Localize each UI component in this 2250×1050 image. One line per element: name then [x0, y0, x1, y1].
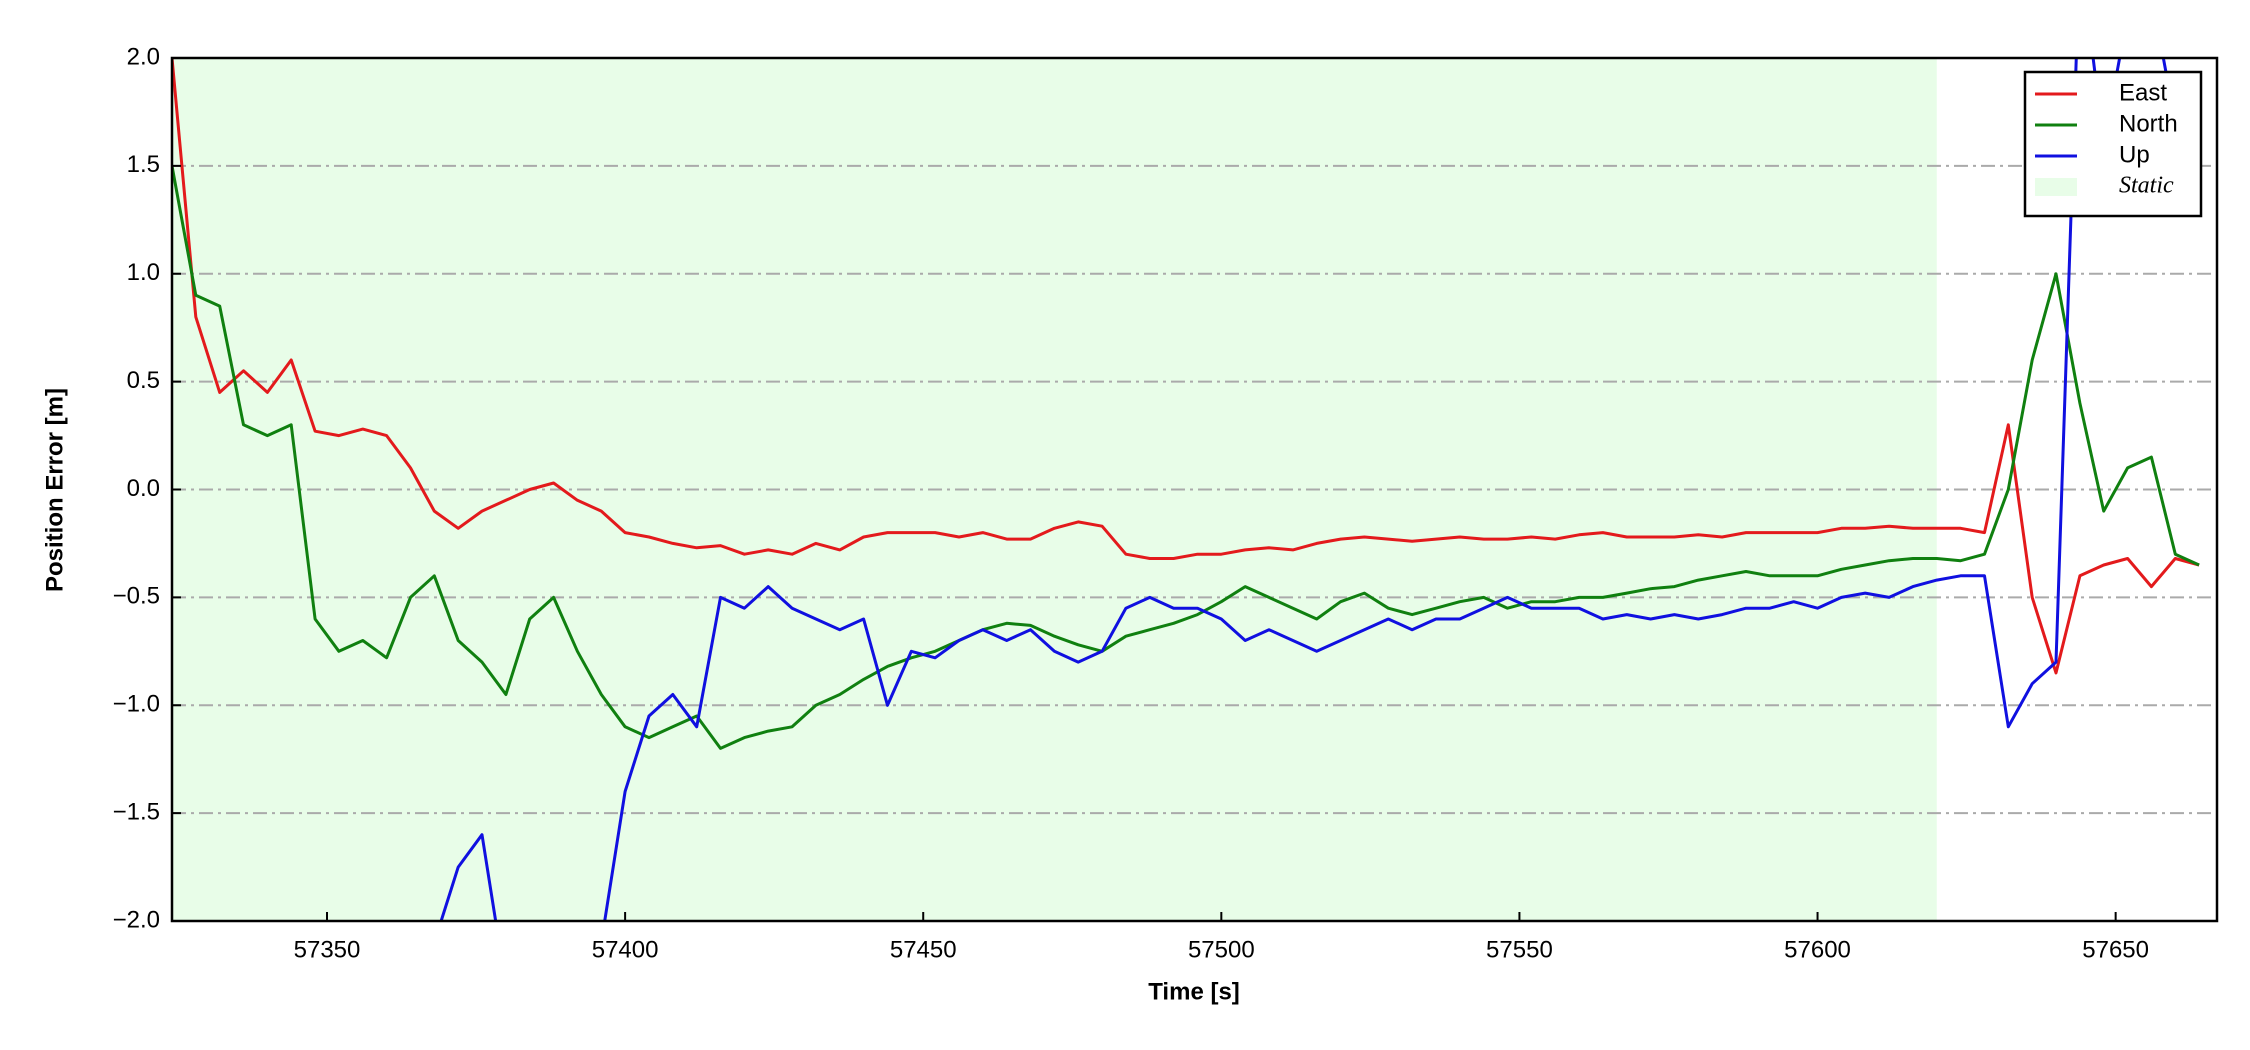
x-tick-label: 57500	[1188, 936, 1255, 963]
y-axis-label: Position Error [m]	[41, 388, 68, 592]
legend-label: Static	[2119, 173, 2174, 199]
legend-label: North	[2119, 110, 2178, 137]
x-tick-label: 57600	[1784, 936, 1851, 963]
x-tick-label: 57450	[890, 936, 957, 963]
y-tick-label: −1.0	[113, 691, 160, 718]
legend-label: East	[2119, 79, 2167, 106]
x-axis-label: Time [s]	[1148, 978, 1240, 1005]
y-tick-label: −1.5	[113, 798, 160, 825]
plot-area	[172, 58, 2217, 921]
legend-label: Up	[2119, 141, 2150, 168]
x-tick-label: 57650	[2082, 936, 2149, 963]
y-tick-label: 2.0	[127, 43, 160, 70]
x-tick-label: 57400	[592, 936, 659, 963]
legend-swatch	[2035, 178, 2077, 196]
y-tick-label: 0.5	[127, 367, 160, 394]
y-tick-label: −2.0	[113, 906, 160, 933]
y-tick-label: −0.5	[113, 583, 160, 610]
y-tick-label: 0.0	[127, 475, 160, 502]
series-line	[172, 58, 2200, 675]
series-line	[172, 165, 2200, 750]
y-tick-label: 1.0	[127, 259, 160, 286]
x-tick-label: 57350	[294, 936, 361, 963]
series-line	[439, 58, 2201, 921]
plot-frame	[170, 56, 2219, 923]
x-tick-label: 57550	[1486, 936, 1553, 963]
y-tick-label: 1.5	[127, 151, 160, 178]
